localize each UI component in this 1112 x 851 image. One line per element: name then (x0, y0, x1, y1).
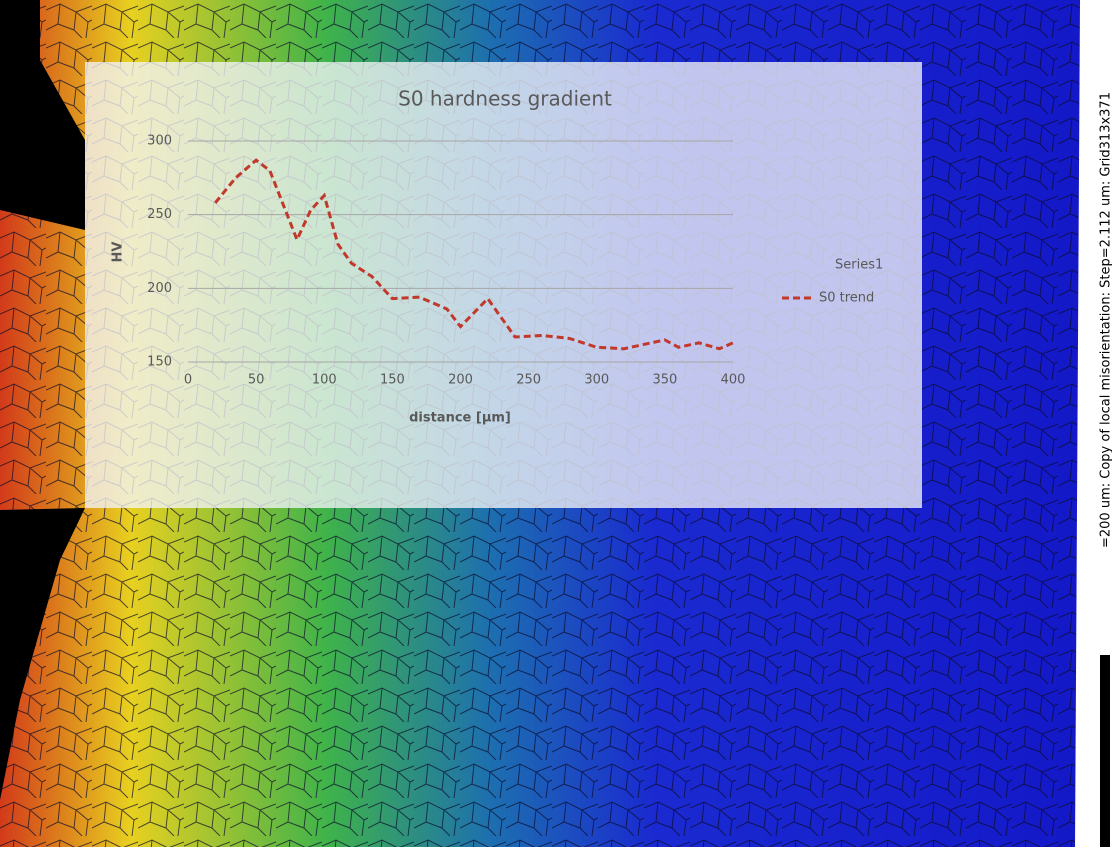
x-tick-label: 250 (516, 373, 541, 388)
x-tick-label: 150 (380, 373, 405, 388)
x-axis-label: distance [µm] (409, 411, 511, 426)
legend-title: Series1 (835, 258, 883, 273)
x-tick-label: 350 (652, 373, 677, 388)
x-tick-label: 50 (248, 373, 265, 388)
chart-panel (85, 62, 922, 508)
x-tick-label: 200 (448, 373, 473, 388)
y-tick-label: 150 (147, 355, 172, 370)
y-tick-label: 300 (147, 134, 172, 149)
y-tick-label: 250 (147, 207, 172, 222)
map-caption: =200 um: Copy of local misorientation: S… (1099, 92, 1112, 548)
y-tick-label: 200 (147, 281, 172, 296)
chart-title: S0 hardness gradient (398, 87, 612, 111)
x-tick-label: 300 (584, 373, 609, 388)
legend-label: S0 trend (819, 291, 874, 306)
x-tick-label: 100 (312, 373, 337, 388)
x-tick-label: 0 (184, 373, 192, 388)
x-tick-label: 400 (721, 373, 746, 388)
y-axis-label: HV (111, 242, 126, 263)
